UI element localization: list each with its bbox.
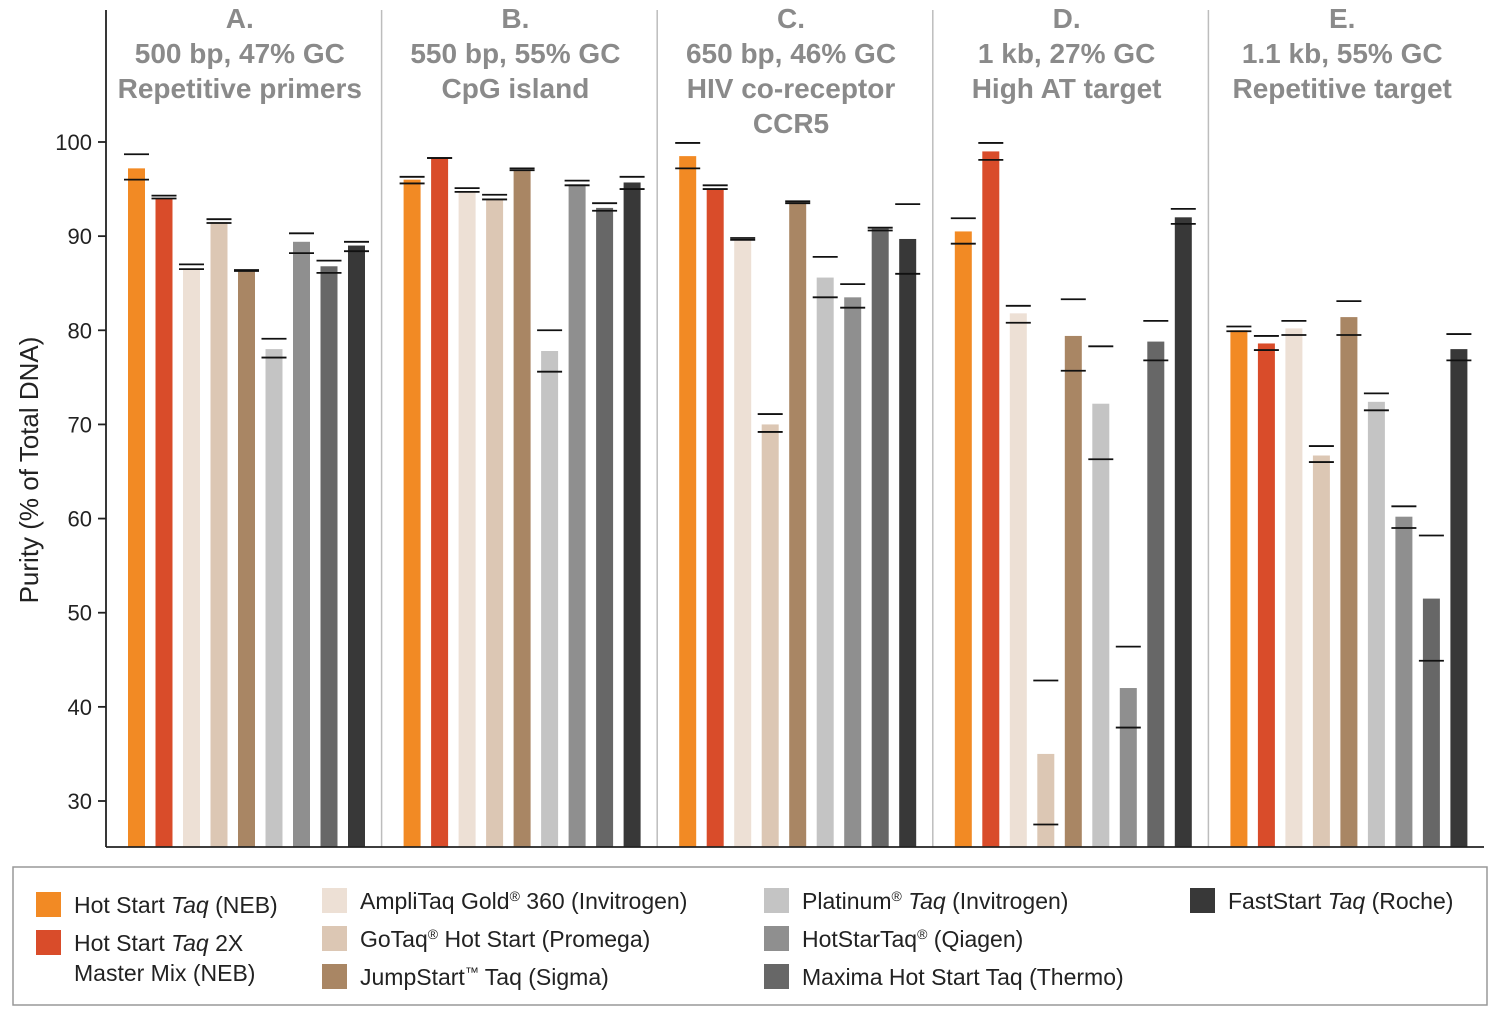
bar	[982, 151, 1000, 847]
y-axis: 30 40 50 60 70 80 90 100 Purity (% of Total DNA)	[14, 10, 1484, 848]
bar	[1312, 455, 1330, 847]
legend-label-line2: Master Mix (NEB)	[74, 960, 255, 986]
panel-title-line: CpG island	[442, 73, 590, 104]
bar	[816, 277, 834, 848]
error-markers	[124, 142, 1472, 826]
bar	[1422, 598, 1440, 847]
legend-swatch	[36, 930, 61, 955]
y-tick-label: 80	[68, 318, 92, 343]
bar	[734, 239, 752, 847]
legend-label: HotStarTaq® (Qiagen)	[802, 926, 1023, 952]
bar	[1092, 403, 1110, 847]
panel-title-line: 650 bp, 46% GC	[686, 38, 896, 69]
bar	[954, 231, 972, 847]
legend-label: Maxima Hot Start Taq (Thermo)	[802, 964, 1124, 990]
bar	[320, 266, 338, 848]
panel-title-line: E.	[1329, 3, 1355, 34]
y-tick-label: 40	[68, 695, 92, 720]
panel-title-line: CCR5	[753, 108, 829, 139]
bar	[596, 207, 614, 847]
bar	[789, 202, 807, 847]
legend-label: FastStart Taq (Roche)	[1228, 888, 1453, 914]
legend-label: AmpliTaq Gold® 360 (Invitrogen)	[360, 888, 687, 914]
bar	[1230, 330, 1248, 847]
panel-title-line: HIV co-receptor	[687, 73, 896, 104]
bar	[265, 349, 283, 847]
bar	[623, 182, 641, 847]
bar	[844, 297, 862, 848]
panel-title-line: High AT target	[972, 73, 1162, 104]
bar	[706, 189, 724, 848]
bar	[899, 238, 917, 847]
panel-title-line: A.	[226, 3, 254, 34]
bar	[403, 179, 421, 847]
panel-title-line: 550 bp, 55% GC	[410, 38, 620, 69]
panel-dividers-and-titles: A. 500 bp, 47% GC Repetitive primers B. 550 …	[118, 3, 1452, 847]
legend-label: Platinum® Taq (Invitrogen)	[802, 888, 1068, 914]
panel-title-line: Repetitive primers	[118, 73, 362, 104]
legend-swatch	[764, 888, 789, 913]
legend-swatch	[322, 964, 347, 989]
bar	[1367, 401, 1385, 847]
legend-swatch	[322, 926, 347, 951]
legend-label: GoTaq® Hot Start (Promega)	[360, 926, 650, 952]
bar	[1450, 349, 1468, 847]
legend: Hot Start Taq (NEB) Hot Start Taq 2X Maste…	[12, 866, 1488, 1006]
bar	[1009, 313, 1027, 848]
panel-title-line: D.	[1053, 3, 1081, 34]
bar	[238, 270, 255, 847]
bar	[1340, 317, 1358, 847]
legend-label: Hot Start Taq 2X	[74, 930, 243, 956]
y-tick-label: 50	[68, 601, 92, 626]
y-tick-label: 100	[55, 130, 92, 155]
bar	[568, 184, 586, 848]
legend-swatch	[322, 888, 347, 913]
legend-swatch	[36, 892, 61, 917]
bar	[1395, 516, 1413, 847]
bar	[128, 168, 145, 848]
legend-label: Hot Start Taq (NEB)	[74, 892, 278, 918]
panel-title-line: C.	[777, 3, 805, 34]
y-axis-title: Purity (% of Total DNA)	[14, 337, 44, 604]
panel-title-line: 1.1 kb, 55% GC	[1242, 38, 1443, 69]
bar	[1285, 328, 1303, 848]
bar	[458, 190, 476, 847]
legend-swatch	[764, 964, 789, 989]
bars	[128, 151, 1468, 848]
panel-title-line: 1 kb, 27% GC	[978, 38, 1155, 69]
panel-title-line: 500 bp, 47% GC	[135, 38, 345, 69]
legend-swatch	[1190, 888, 1215, 913]
bar	[1257, 343, 1275, 847]
bar	[486, 198, 504, 847]
bar	[210, 222, 228, 847]
y-tick-label: 60	[68, 507, 92, 532]
bar	[871, 228, 889, 847]
bar	[679, 156, 697, 847]
bar	[1174, 217, 1192, 848]
bar	[1147, 341, 1165, 847]
bar	[1064, 335, 1082, 847]
legend-swatch	[764, 926, 789, 951]
bar	[155, 198, 173, 847]
y-tick-label: 30	[68, 789, 92, 814]
bar	[431, 158, 449, 848]
bar	[541, 350, 559, 847]
bar	[1037, 753, 1055, 847]
bar	[513, 170, 531, 847]
bar	[183, 269, 200, 847]
legend-label: JumpStart™ Taq (Sigma)	[360, 964, 609, 990]
bar	[293, 241, 310, 847]
bar	[348, 245, 365, 848]
legend-box	[12, 866, 1488, 1006]
y-tick-label: 70	[68, 412, 92, 437]
panel-title-line: B.	[501, 3, 529, 34]
bar	[761, 424, 779, 847]
bar	[1119, 688, 1137, 847]
panel-title-line: Repetitive target	[1232, 73, 1451, 104]
y-tick-label: 90	[68, 224, 92, 249]
